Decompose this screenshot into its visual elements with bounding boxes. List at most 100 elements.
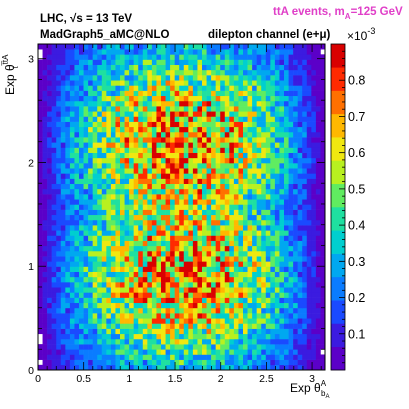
heatmap-cell (106, 214, 112, 221)
heatmap-cell (156, 214, 162, 221)
heatmap-cell (38, 225, 43, 231)
heatmap-cell (92, 64, 98, 71)
heatmap-cell (220, 245, 226, 252)
heatmap-cell (56, 111, 62, 117)
heatmap-cell (261, 44, 267, 50)
heatmap-cell (270, 173, 276, 179)
heatmap-cell (129, 188, 134, 195)
heatmap-cell (124, 240, 130, 247)
heatmap-cell (170, 282, 175, 288)
heatmap-cell (256, 292, 262, 298)
heatmap-cell (279, 100, 285, 107)
heatmap-cell (202, 245, 207, 252)
heatmap-cell (256, 219, 262, 226)
heatmap-cell (60, 287, 66, 293)
heatmap-cell (233, 69, 239, 76)
heatmap-cell (183, 250, 189, 257)
heatmap-cell (156, 137, 162, 143)
heatmap-cell (47, 183, 52, 190)
heatmap-cell (69, 276, 75, 283)
heatmap-cell (252, 142, 257, 148)
heatmap-cell (156, 111, 162, 117)
heatmap-cell (288, 173, 294, 179)
heatmap-cell (79, 116, 84, 122)
heatmap-cell (115, 328, 121, 335)
heatmap-cell (120, 250, 125, 257)
heatmap-cell (265, 307, 271, 314)
heatmap-cell (156, 297, 162, 304)
heatmap-cell (129, 178, 134, 185)
heatmap-cell (247, 199, 253, 205)
heatmap-cell (274, 261, 280, 267)
heatmap-cell (265, 152, 271, 159)
heatmap-cell (38, 75, 43, 81)
heatmap-cell (133, 137, 139, 143)
heatmap-cell (47, 354, 52, 360)
heatmap-cell (311, 297, 317, 304)
heatmap-cell (179, 250, 185, 257)
heatmap-cell (247, 328, 253, 335)
heatmap-cell (215, 188, 221, 195)
heatmap-cell (197, 235, 203, 241)
heatmap-cell (297, 323, 303, 329)
heatmap-cell (156, 147, 162, 153)
heatmap-cell (92, 344, 98, 350)
heatmap-cell (179, 178, 185, 185)
heatmap-cell (202, 261, 207, 267)
lhc-label: LHC, √s = 13 TeV (40, 12, 132, 25)
heatmap-cell (206, 116, 212, 122)
heatmap-cell (247, 240, 253, 247)
heatmap-cell (101, 188, 107, 195)
heatmap-cell (83, 323, 89, 329)
heatmap-cell (47, 44, 52, 50)
heatmap-cell (247, 271, 253, 278)
heatmap-cell (256, 354, 262, 360)
heatmap-cell (42, 64, 48, 71)
heatmap-cell (306, 168, 312, 174)
heatmap-cell (179, 147, 185, 153)
heatmap-cell (110, 364, 116, 371)
heatmap-cell (179, 49, 185, 55)
heatmap-cell (110, 271, 116, 278)
heatmap-cell (101, 318, 107, 324)
heatmap-cell (170, 95, 175, 102)
heatmap-cell (142, 297, 148, 304)
heatmap-cell (238, 359, 244, 366)
heatmap-cell (165, 240, 171, 247)
heatmap-cell (79, 349, 84, 355)
heatmap-cell (188, 328, 194, 335)
heatmap-cell (133, 59, 139, 65)
heatmap-cell (279, 173, 285, 179)
heatmap-cell (56, 152, 62, 159)
heatmap-cell (101, 69, 107, 76)
heatmap-cell (288, 333, 294, 340)
heatmap-cell (92, 287, 98, 293)
heatmap-cell (233, 49, 239, 55)
heatmap-cell (110, 75, 116, 81)
heatmap-cell (151, 54, 157, 60)
heatmap-cell (206, 168, 212, 174)
heatmap-cell (206, 307, 212, 314)
heatmap-cell (124, 318, 130, 324)
heatmap-cell (311, 137, 317, 143)
heatmap-cell (206, 157, 212, 164)
heatmap-cell (215, 147, 221, 153)
heatmap-cell (97, 214, 103, 221)
heatmap-cell (183, 199, 189, 205)
heatmap-cell (288, 131, 294, 138)
heatmap-cell (161, 49, 166, 55)
heatmap-cell (183, 307, 189, 314)
heatmap-cell (60, 235, 66, 241)
heatmap-cell (142, 69, 148, 76)
heatmap-cell (74, 338, 80, 345)
heatmap-cell (65, 219, 71, 226)
heatmap-cell (110, 333, 116, 340)
heatmap-cell (311, 106, 317, 112)
heatmap-cell (215, 137, 221, 143)
heatmap-cell (60, 271, 66, 278)
heatmap-cell (83, 359, 89, 366)
heatmap-cell (183, 359, 189, 366)
heatmap-cell (293, 214, 298, 221)
heatmap-cell (42, 204, 48, 210)
heatmap-cell (261, 75, 267, 81)
